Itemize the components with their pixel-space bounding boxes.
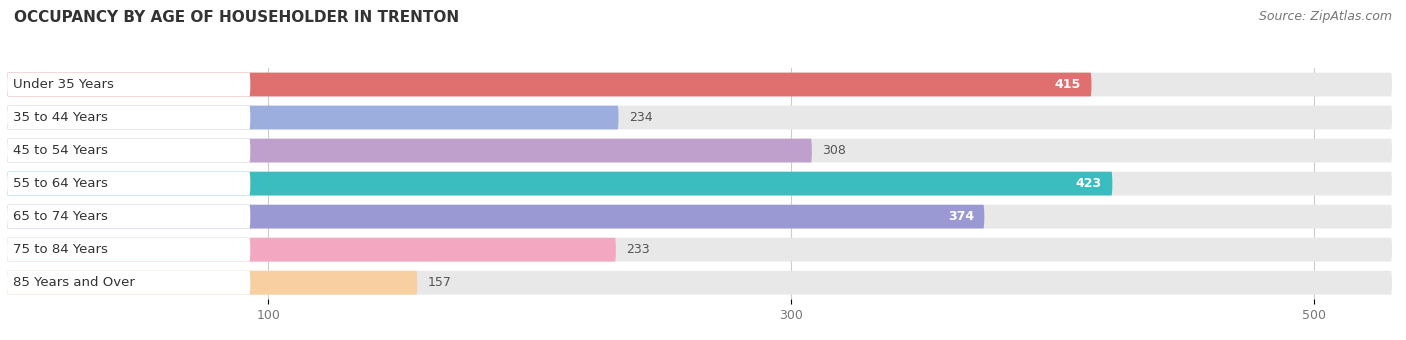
Text: 35 to 44 Years: 35 to 44 Years <box>13 111 108 124</box>
FancyBboxPatch shape <box>7 238 616 261</box>
Text: 75 to 84 Years: 75 to 84 Years <box>13 243 108 256</box>
Text: 45 to 54 Years: 45 to 54 Years <box>13 144 108 157</box>
FancyBboxPatch shape <box>7 73 1392 97</box>
Text: 55 to 64 Years: 55 to 64 Years <box>13 177 108 190</box>
Text: 415: 415 <box>1054 78 1081 91</box>
FancyBboxPatch shape <box>7 139 811 163</box>
FancyBboxPatch shape <box>7 172 1112 195</box>
FancyBboxPatch shape <box>7 73 250 97</box>
FancyBboxPatch shape <box>7 271 418 294</box>
FancyBboxPatch shape <box>7 172 250 195</box>
FancyBboxPatch shape <box>7 106 619 130</box>
Text: 65 to 74 Years: 65 to 74 Years <box>13 210 108 223</box>
FancyBboxPatch shape <box>7 139 1392 163</box>
FancyBboxPatch shape <box>7 106 1392 130</box>
FancyBboxPatch shape <box>7 238 1392 261</box>
FancyBboxPatch shape <box>7 73 1091 97</box>
Text: Under 35 Years: Under 35 Years <box>13 78 114 91</box>
FancyBboxPatch shape <box>7 205 250 228</box>
FancyBboxPatch shape <box>7 172 1392 195</box>
Text: 234: 234 <box>628 111 652 124</box>
FancyBboxPatch shape <box>7 238 250 261</box>
FancyBboxPatch shape <box>7 271 1392 294</box>
FancyBboxPatch shape <box>7 271 250 294</box>
Text: 374: 374 <box>948 210 974 223</box>
Text: 233: 233 <box>626 243 650 256</box>
Text: OCCUPANCY BY AGE OF HOUSEHOLDER IN TRENTON: OCCUPANCY BY AGE OF HOUSEHOLDER IN TRENT… <box>14 10 460 25</box>
FancyBboxPatch shape <box>7 205 1392 228</box>
FancyBboxPatch shape <box>7 106 250 130</box>
Text: 157: 157 <box>427 276 451 289</box>
Text: 308: 308 <box>823 144 846 157</box>
Text: 423: 423 <box>1076 177 1102 190</box>
FancyBboxPatch shape <box>7 139 250 163</box>
Text: Source: ZipAtlas.com: Source: ZipAtlas.com <box>1258 10 1392 23</box>
Text: 85 Years and Over: 85 Years and Over <box>13 276 135 289</box>
FancyBboxPatch shape <box>7 205 984 228</box>
